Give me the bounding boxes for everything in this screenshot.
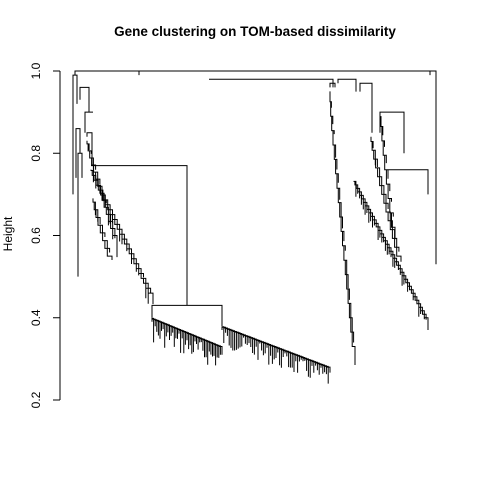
y-tick-label: 0.6 [29,227,43,244]
dendrogram-tree [72,70,437,384]
dendrogram-branches [72,70,437,384]
chart-title: Gene clustering on TOM-based dissimilari… [114,24,396,39]
y-tick-label: 0.2 [29,391,43,408]
y-axis: 0.2 0.4 0.6 0.8 1.0 [29,62,61,408]
y-axis-label: Height [1,216,15,251]
y-tick-label: 0.4 [29,309,43,326]
y-tick-label: 0.8 [29,145,43,162]
y-tick-label: 1.0 [29,62,43,79]
